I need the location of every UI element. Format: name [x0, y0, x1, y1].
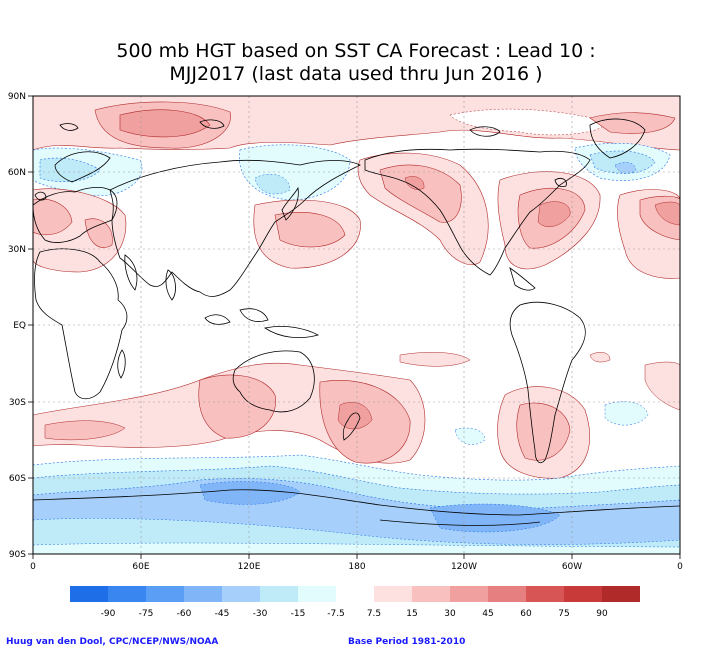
- colorbar: -90 -75 -60 -45 -30 -15 -7.5 7.5 15 30 4…: [70, 586, 640, 619]
- anomaly-fields: [33, 96, 680, 554]
- colorbar-label-7-5: 7.5: [367, 609, 381, 619]
- lon-label-0-west: 0: [30, 562, 36, 572]
- colorbar-swatch-2: [146, 586, 184, 602]
- colorbar-label--60: -60: [177, 609, 192, 619]
- graticule: [33, 96, 680, 554]
- latitude-labels: 90N 60N 30N EQ 30S 60S 90S: [8, 92, 26, 560]
- chart-title-line1: 500 mb HGT based on SST CA Forecast : Le…: [116, 40, 596, 62]
- colorbar-swatch-12: [526, 586, 564, 602]
- credit-text: Huug van den Dool, CPC/NCEP/NWS/NOAA: [6, 637, 219, 647]
- lon-label-180: 180: [348, 562, 365, 572]
- lon-label-60w: 60W: [562, 562, 582, 572]
- colorbar-swatch-8: [374, 586, 412, 602]
- colorbar-label--7-5: -7.5: [327, 609, 345, 619]
- lat-label-60s: 60S: [9, 474, 26, 484]
- colorbar-swatch-5: [260, 586, 298, 602]
- colorbar-label-60: 60: [520, 609, 532, 619]
- base-period-text: Base Period 1981-2010: [348, 637, 466, 647]
- longitude-labels: 0 60E 120E 180 120W 60W 0: [30, 562, 683, 572]
- colorbar-swatch-3: [184, 586, 222, 602]
- colorbar-swatch-10: [450, 586, 488, 602]
- colorbar-swatch-11: [488, 586, 526, 602]
- colorbar-label--30: -30: [253, 609, 268, 619]
- colorbar-swatch-14: [602, 586, 640, 602]
- axis-ticks: [28, 95, 681, 559]
- colorbar-label--75: -75: [139, 609, 154, 619]
- colorbar-label-15: 15: [406, 609, 417, 619]
- colorbar-swatch-13: [564, 586, 602, 602]
- colorbar-label-90: 90: [596, 609, 608, 619]
- chart-title-line2: MJJ2017 (last data used thru Jun 2016 ): [169, 63, 543, 85]
- lat-label-90n: 90N: [8, 92, 26, 102]
- colorbar-swatch-1: [108, 586, 146, 602]
- colorbar-label-45: 45: [482, 609, 493, 619]
- colorbar-label-30: 30: [444, 609, 456, 619]
- lat-label-30n: 30N: [8, 245, 26, 255]
- coastlines: [33, 118, 680, 526]
- lon-label-60e: 60E: [132, 562, 149, 572]
- colorbar-swatch-9: [412, 586, 450, 602]
- colorbar-swatch-7: [336, 586, 374, 602]
- lat-label-30s: 30S: [9, 398, 26, 408]
- colorbar-swatch-4: [222, 586, 260, 602]
- colorbar-label--45: -45: [215, 609, 230, 619]
- colorbar-label--15: -15: [291, 609, 306, 619]
- lat-label-90s: 90S: [9, 550, 26, 560]
- colorbar-swatch-0: [70, 586, 108, 602]
- lon-label-120w: 120W: [451, 562, 477, 572]
- lon-label-0-east: 0: [677, 562, 683, 572]
- colorbar-label-75: 75: [558, 609, 569, 619]
- lat-label-eq: EQ: [13, 321, 26, 331]
- lon-label-120e: 120E: [238, 562, 261, 572]
- lat-label-60n: 60N: [8, 168, 26, 178]
- colorbar-label--90: -90: [101, 609, 116, 619]
- colorbar-swatch-6: [298, 586, 336, 602]
